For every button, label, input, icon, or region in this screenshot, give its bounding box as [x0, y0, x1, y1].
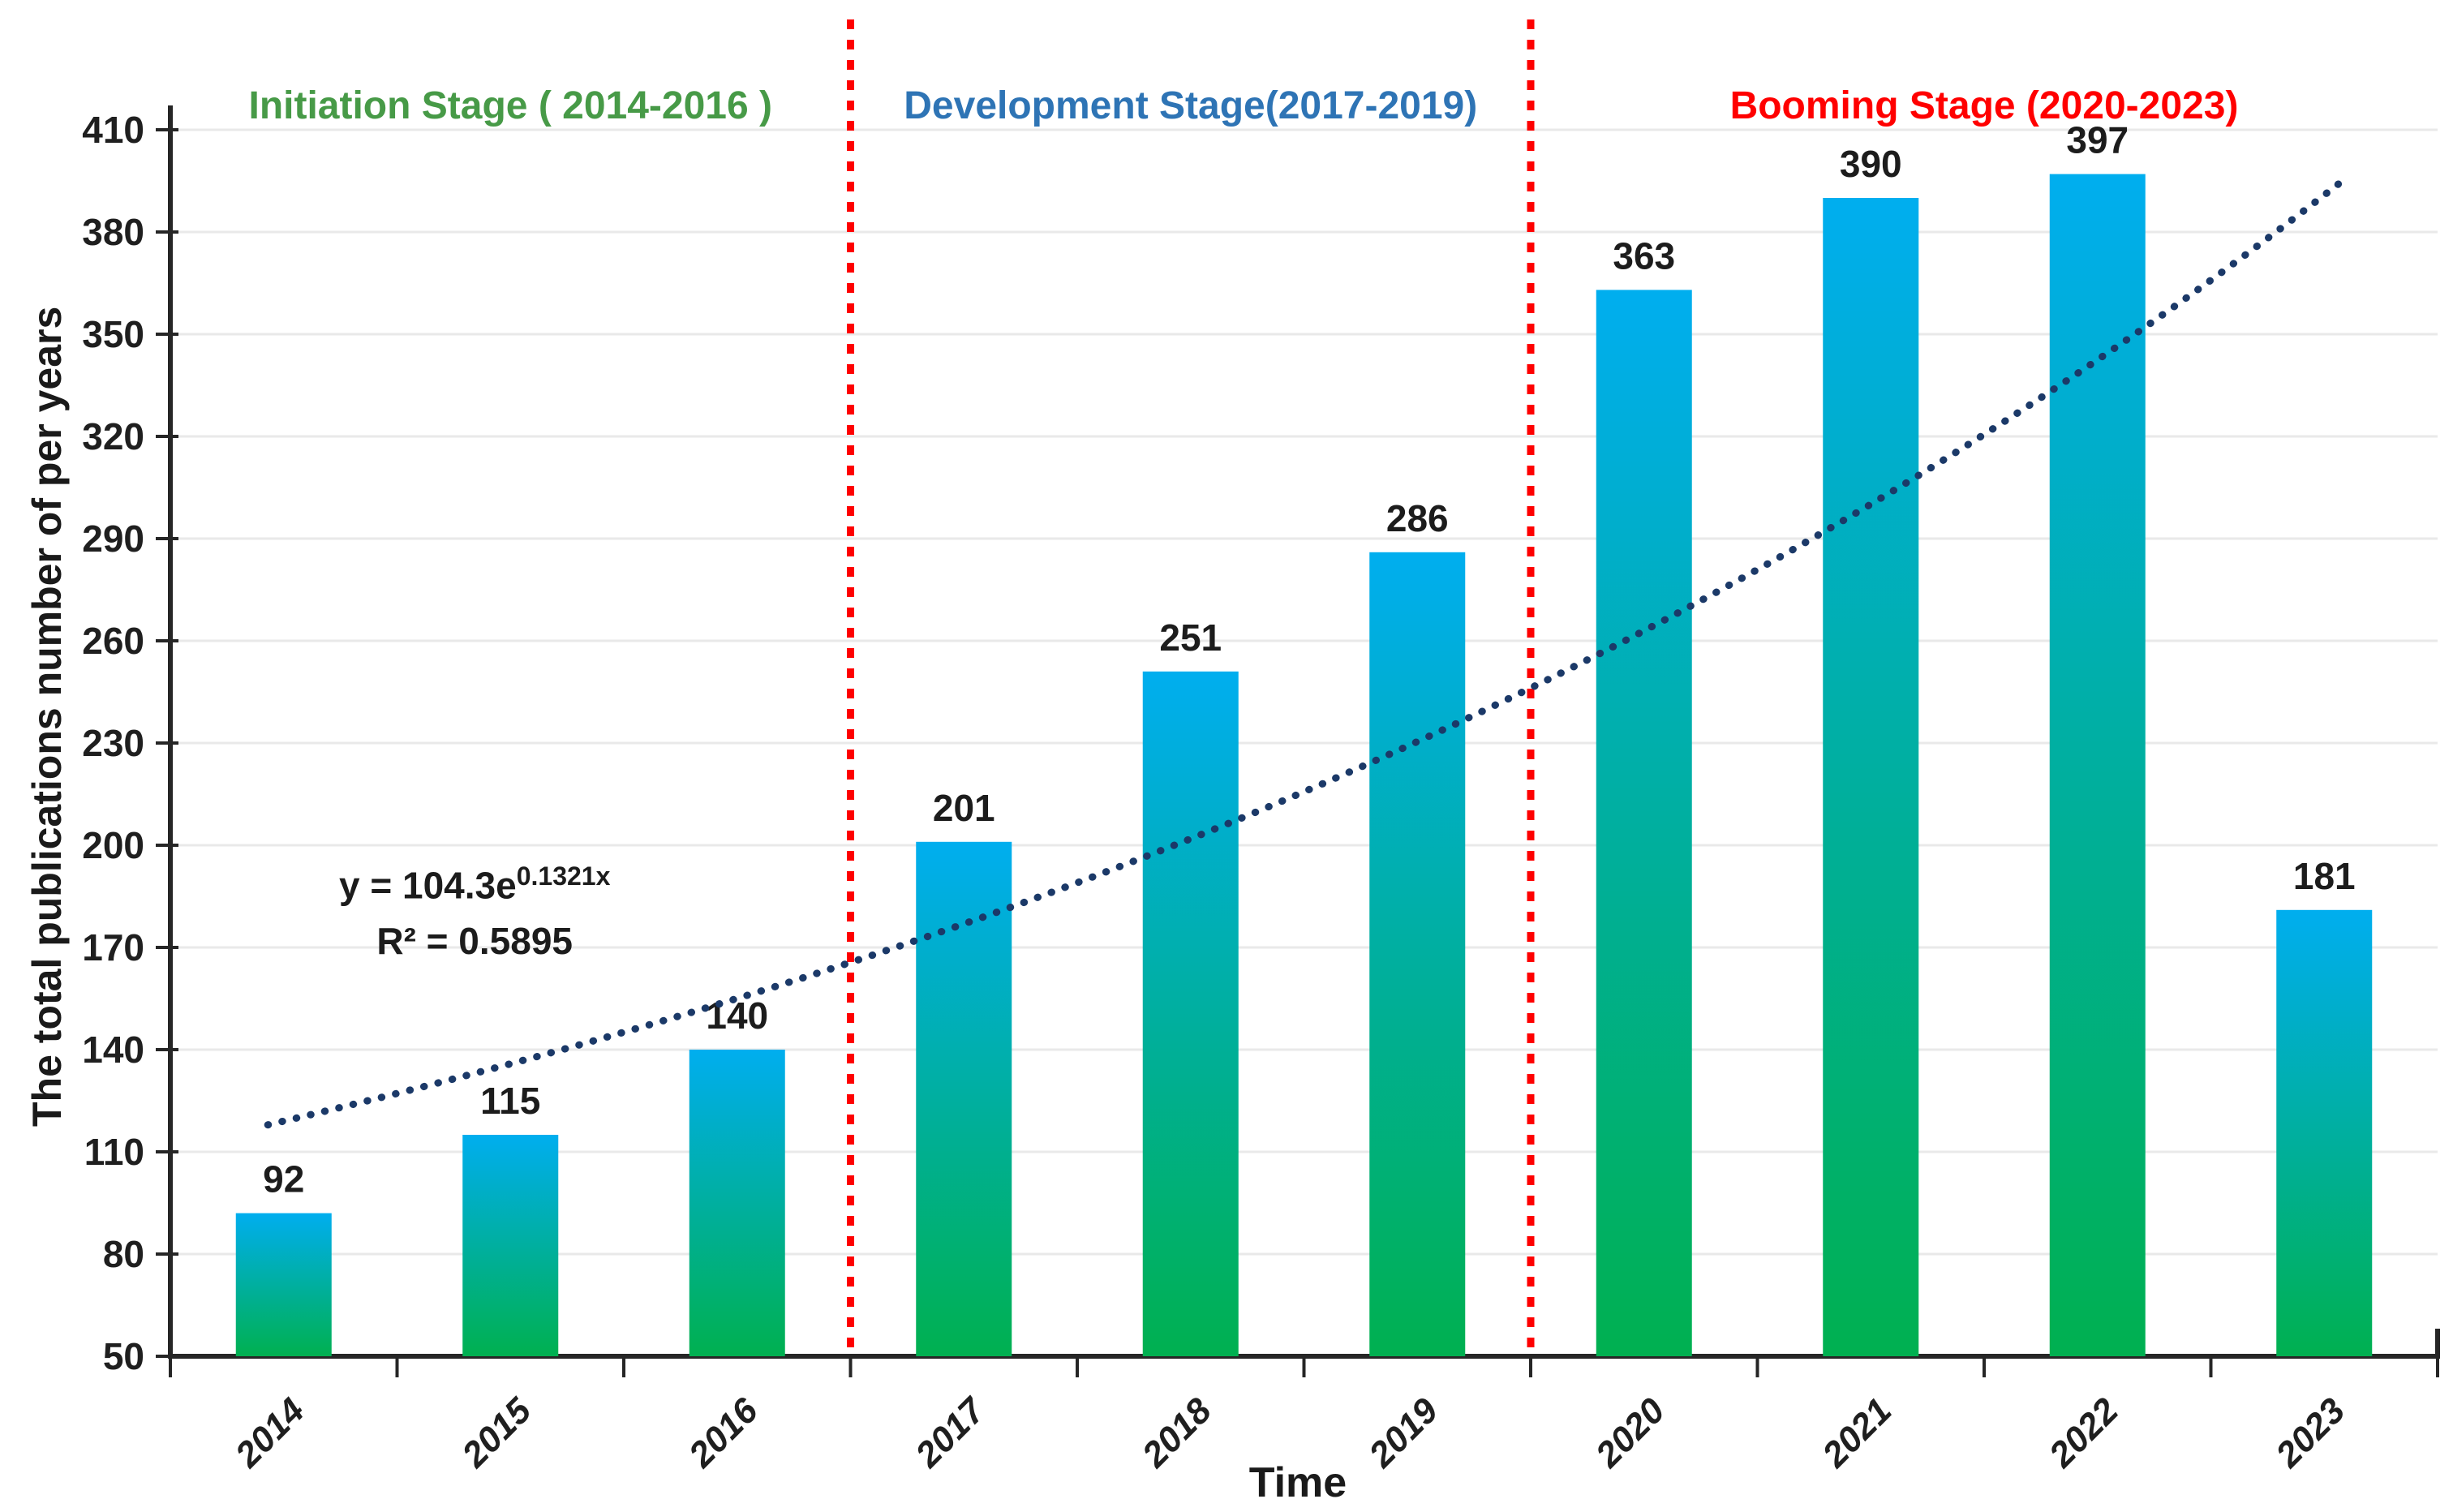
- x-category-label-2019: 2019: [1361, 1390, 1446, 1475]
- x-category-label-2020: 2020: [1587, 1390, 1673, 1475]
- y-tick-label: 230: [82, 722, 144, 764]
- bar-value-label-2019: 286: [1386, 497, 1449, 539]
- x-category-label-2018: 2018: [1134, 1390, 1219, 1475]
- y-tick-label: 350: [82, 313, 144, 355]
- bar-2020: [1596, 290, 1692, 1356]
- stage-label-booming: Booming Stage (2020-2023): [1730, 84, 2239, 128]
- y-tick-label: 410: [82, 109, 144, 151]
- x-category-label-2023: 2023: [2268, 1390, 2353, 1475]
- y-tick-label: 50: [103, 1335, 144, 1377]
- bar-value-label-2021: 390: [1840, 143, 1902, 185]
- stage-label-initiation: Initiation Stage ( 2014-2016 ): [248, 84, 772, 128]
- r-squared-line: R² = 0.5895: [376, 920, 574, 963]
- bar-value-label-2016: 140: [706, 994, 768, 1037]
- y-tick-label: 200: [82, 824, 144, 866]
- y-tick-label: 320: [82, 415, 144, 457]
- bar-value-label-2018: 251: [1159, 616, 1222, 659]
- x-category-label-2017: 2017: [908, 1390, 994, 1475]
- stage-label-booming-text: Booming Stage (2020-2023): [1729, 84, 2239, 127]
- bar-2017: [916, 841, 1012, 1356]
- y-axis-title: The total publications number of per yea…: [24, 306, 70, 1127]
- exponential-trendline: [264, 177, 2347, 1129]
- bar-2021: [1823, 198, 1919, 1356]
- x-category-label-2022: 2022: [2041, 1390, 2126, 1475]
- y-tick-label: 140: [82, 1029, 144, 1071]
- y-tick-label: 290: [82, 518, 144, 560]
- bar-2023: [2276, 909, 2373, 1356]
- bar-2022: [2049, 174, 2146, 1357]
- bar-value-label-2015: 115: [480, 1080, 540, 1122]
- y-tick-label: 170: [82, 926, 144, 969]
- equation-line: y = 104.3e0.1321x: [339, 861, 611, 907]
- trendline-equation: y = 104.3e0.1321x R² = 0.5895: [339, 857, 610, 969]
- bar-2019: [1369, 552, 1466, 1356]
- y-tick-label: 80: [103, 1233, 144, 1275]
- bar-value-label-2023: 181: [2293, 855, 2356, 897]
- bar-2014: [235, 1213, 332, 1356]
- bar-value-label-2020: 363: [1613, 234, 1675, 277]
- x-category-label-2014: 2014: [227, 1390, 312, 1475]
- bar-value-label-2014: 92: [263, 1158, 304, 1201]
- y-tick-label: 110: [84, 1131, 144, 1173]
- y-tick-label: 380: [82, 211, 144, 253]
- stage-label-initiation-text: Initiation Stage ( 2014-2016 ): [248, 84, 773, 127]
- equation-exponent: 0.1321x: [516, 861, 611, 891]
- bar-value-label-2022: 397: [2066, 119, 2129, 161]
- stage-label-development: Development Stage(2017-2019): [904, 84, 1477, 128]
- bar-value-label-2017: 201: [933, 787, 995, 829]
- bar-2018: [1142, 671, 1239, 1356]
- x-category-label-2015: 2015: [454, 1390, 539, 1475]
- y-tick-label: 260: [82, 620, 144, 662]
- x-category-label-2021: 2021: [1815, 1390, 1900, 1475]
- stage-label-development-text: Development Stage(2017-2019): [904, 84, 1478, 127]
- x-axis-title: Time: [1248, 1459, 1347, 1506]
- x-category-label-2016: 2016: [681, 1390, 766, 1475]
- bar-2016: [689, 1050, 785, 1356]
- bar-2015: [462, 1135, 559, 1356]
